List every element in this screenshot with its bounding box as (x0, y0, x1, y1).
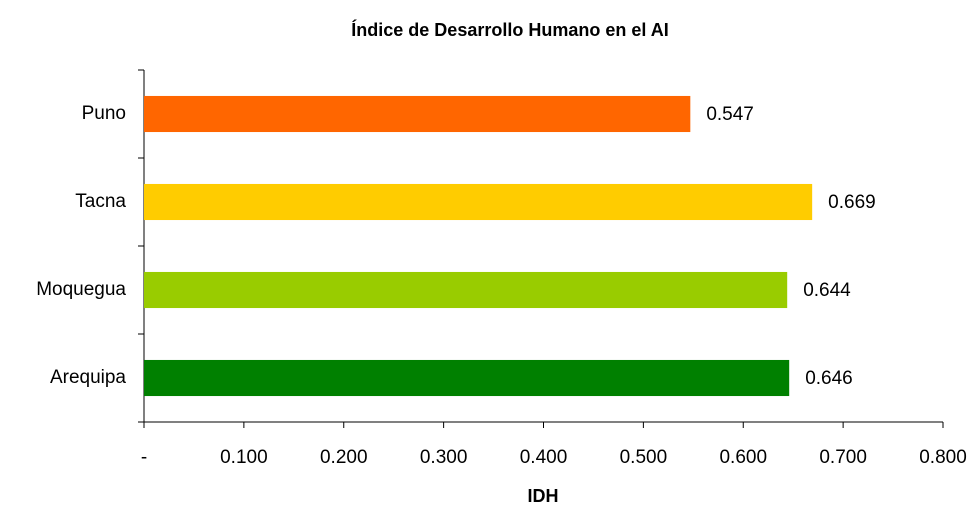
data-label: 0.669 (828, 192, 876, 213)
chart-title: Índice de Desarrollo Humano en el AI (351, 19, 668, 40)
x-tick-label: 0.200 (320, 447, 368, 468)
x-tick-label: 0.700 (819, 447, 867, 468)
x-tick-label: 0.100 (220, 447, 268, 468)
x-tick-label: 0.400 (520, 447, 568, 468)
data-label: 0.646 (805, 368, 853, 389)
data-label: 0.547 (706, 104, 754, 125)
x-tick-label: - (141, 447, 147, 468)
bar (144, 183, 813, 221)
x-axis-title: IDH (528, 486, 559, 506)
x-tick-label: 0.600 (719, 447, 767, 468)
bar (144, 359, 790, 397)
y-tick-label: Moquegua (36, 279, 126, 300)
y-tick-label: Arequipa (50, 367, 126, 388)
bar (144, 95, 691, 133)
data-label: 0.644 (803, 280, 851, 301)
x-tick-label: 0.500 (620, 447, 668, 468)
y-tick-label: Puno (82, 103, 126, 124)
y-tick-label: Tacna (75, 191, 126, 212)
x-tick-label: 0.300 (420, 447, 468, 468)
x-tick-label: 0.800 (919, 447, 967, 468)
bar (144, 271, 788, 309)
